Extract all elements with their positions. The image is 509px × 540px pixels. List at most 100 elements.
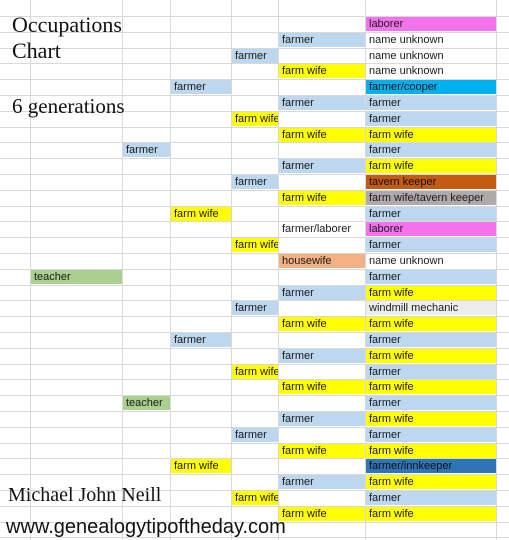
gen5-occupation-cell[interactable]: farmer	[279, 33, 365, 47]
grid-row-line	[0, 63, 509, 64]
gen5-occupation-cell[interactable]: farmer	[279, 159, 365, 173]
grid-column-line	[170, 0, 171, 540]
gen4-occupation-cell[interactable]: farm wife	[232, 238, 278, 252]
gen4-occupation-cell[interactable]: farm wife	[232, 365, 278, 379]
grid-row-line	[0, 332, 509, 333]
grid-row-line	[0, 127, 509, 128]
gen5-occupation-cell[interactable]: farm wife	[279, 507, 365, 521]
gen4-occupation-cell[interactable]: farm wife	[232, 491, 278, 505]
grid-row-line	[0, 443, 509, 444]
gen6-occupation-cell[interactable]: farm wife	[366, 317, 496, 331]
gen5-occupation-cell[interactable]: farmer	[279, 475, 365, 489]
gen6-occupation-cell[interactable]: laborer	[366, 222, 496, 236]
grid-row-line	[0, 411, 509, 412]
gen6-occupation-cell[interactable]: farmer	[366, 143, 496, 157]
gen5-occupation-cell[interactable]: farm wife	[279, 317, 365, 331]
gen5-occupation-cell[interactable]: farm wife	[279, 128, 365, 142]
gen6-occupation-cell[interactable]: farmer	[366, 365, 496, 379]
grid-row-line	[0, 111, 509, 112]
gen6-occupation-cell[interactable]: farmer	[366, 333, 496, 347]
grid-row-line	[0, 174, 509, 175]
gen6-occupation-cell[interactable]: farmer	[366, 112, 496, 126]
gen6-occupation-cell[interactable]: farm wife	[366, 380, 496, 394]
gen3-occupation-cell[interactable]: farmer	[171, 333, 231, 347]
grid-row-line	[0, 364, 509, 365]
gen4-occupation-cell[interactable]: farmer	[232, 49, 278, 63]
grid-row-line	[0, 458, 509, 459]
gen6-occupation-cell[interactable]: farm wife	[366, 507, 496, 521]
chart-title-line-2: Chart	[12, 38, 61, 63]
grid-row-line	[0, 32, 509, 33]
gen6-occupation-cell[interactable]: farm wife	[366, 159, 496, 173]
gen6-occupation-cell[interactable]: farm wife	[366, 412, 496, 426]
grid-row-line	[0, 316, 509, 317]
gen6-occupation-cell[interactable]: name unknown	[366, 33, 496, 47]
gen6-occupation-cell[interactable]: farmer	[366, 491, 496, 505]
grid-row-line	[0, 158, 509, 159]
gen6-occupation-cell[interactable]: farmer	[366, 238, 496, 252]
gen6-occupation-cell[interactable]: name unknown	[366, 64, 496, 78]
website-url[interactable]: www.genealogytipoftheday.com	[6, 516, 286, 538]
grid-row-line	[0, 490, 509, 491]
gen5-occupation-cell[interactable]: farmer	[279, 96, 365, 110]
gen5-occupation-cell[interactable]: farm wife	[279, 380, 365, 394]
grid-column-line	[365, 0, 366, 540]
gen6-occupation-cell[interactable]: windmill mechanic	[366, 301, 496, 315]
gen2-occupation-cell[interactable]: farmer	[123, 143, 170, 157]
gen6-occupation-cell[interactable]: farmer/innkeeper	[366, 459, 496, 473]
grid-row-line	[0, 190, 509, 191]
gen4-occupation-cell[interactable]: farmer	[232, 175, 278, 189]
gen6-occupation-cell[interactable]: tavern keeper	[366, 175, 496, 189]
gen6-occupation-cell[interactable]: farm wife	[366, 286, 496, 300]
gen5-occupation-cell[interactable]: farmer	[279, 286, 365, 300]
gen5-occupation-cell[interactable]: farmer	[279, 349, 365, 363]
gen4-occupation-cell[interactable]: farmer	[232, 428, 278, 442]
grid-row-line	[0, 269, 509, 270]
gen1-occupation-cell[interactable]: teacher	[31, 270, 122, 284]
gen6-occupation-cell[interactable]: farm wife	[366, 475, 496, 489]
gen6-occupation-cell[interactable]: farm wife	[366, 444, 496, 458]
gen6-occupation-cell[interactable]: farmer	[366, 428, 496, 442]
gen5-occupation-cell[interactable]: farm wife	[279, 444, 365, 458]
gen4-occupation-cell[interactable]: farmer	[232, 301, 278, 315]
gen6-occupation-cell[interactable]: name unknown	[366, 49, 496, 63]
grid-row-line	[0, 237, 509, 238]
gen3-occupation-cell[interactable]: farm wife	[171, 207, 231, 221]
author-name: Michael John Neill	[8, 484, 162, 506]
gen6-occupation-cell[interactable]: laborer	[366, 17, 496, 31]
grid-column-line	[496, 0, 497, 540]
gen5-occupation-cell[interactable]: farmer	[279, 412, 365, 426]
gen3-occupation-cell[interactable]: farmer	[171, 80, 231, 94]
gen6-occupation-cell[interactable]: farmer	[366, 270, 496, 284]
gen6-occupation-cell[interactable]: farmer	[366, 207, 496, 221]
gen6-occupation-cell[interactable]: name unknown	[366, 254, 496, 268]
gen2-occupation-cell[interactable]: teacher	[123, 396, 170, 410]
grid-row-line	[0, 506, 509, 507]
gen3-occupation-cell[interactable]: farm wife	[171, 459, 231, 473]
gen5-occupation-cell[interactable]: farm wife	[279, 64, 365, 78]
grid-row-line	[0, 537, 509, 538]
grid-row-line	[0, 379, 509, 380]
gen6-occupation-cell[interactable]: farm wife/tavern keeper	[366, 191, 496, 205]
chart-title-line-1: Occupations	[12, 12, 122, 37]
grid-row-line	[0, 427, 509, 428]
grid-column-line	[231, 0, 232, 540]
gen6-occupation-cell[interactable]: farmer	[366, 96, 496, 110]
gen6-occupation-cell[interactable]: farmer/cooper	[366, 80, 496, 94]
gen6-occupation-cell[interactable]: farm wife	[366, 349, 496, 363]
grid-row-line	[0, 348, 509, 349]
grid-column-line	[30, 0, 31, 540]
gen6-occupation-cell[interactable]: farmer	[366, 396, 496, 410]
grid-column-line	[122, 0, 123, 540]
grid-row-line	[0, 221, 509, 222]
gen5-occupation-cell[interactable]: farm wife	[279, 191, 365, 205]
gen5-occupation-cell[interactable]: farmer/laborer	[279, 222, 365, 236]
gen5-occupation-cell[interactable]: housewife	[279, 254, 365, 268]
grid-row-line	[0, 16, 509, 17]
grid-row-line	[0, 206, 509, 207]
grid-row-line	[0, 79, 509, 80]
grid-row-line	[0, 285, 509, 286]
gen6-occupation-cell[interactable]: farm wife	[366, 128, 496, 142]
gen4-occupation-cell[interactable]: farm wife	[232, 112, 278, 126]
